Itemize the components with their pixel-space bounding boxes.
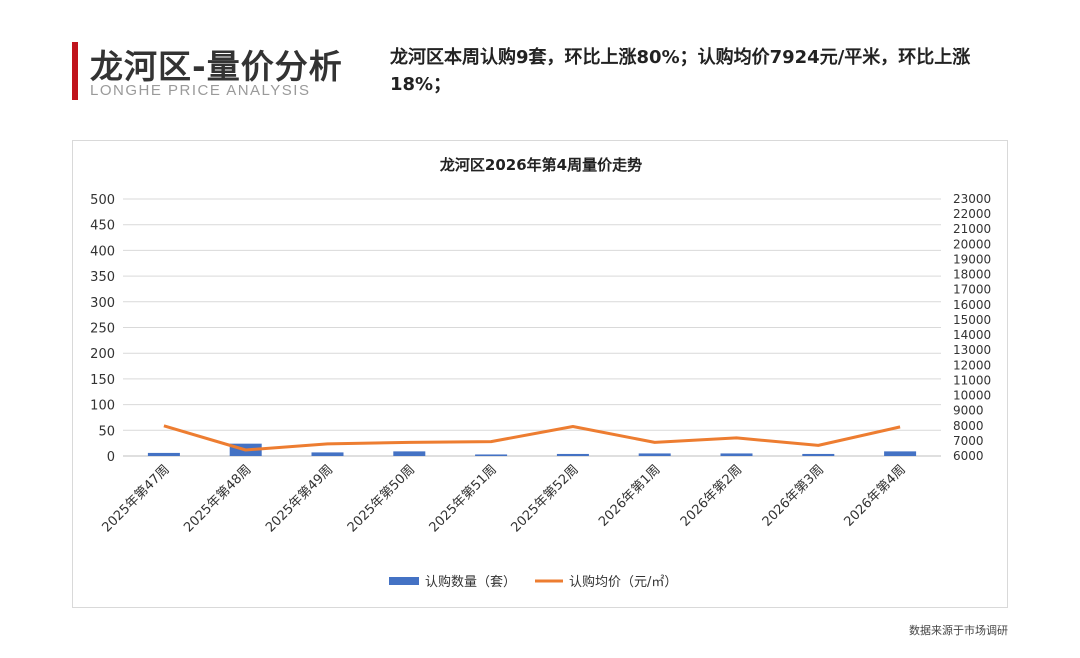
x-tick-label: 2026年第1周 [596,462,663,529]
right-tick-label: 8000 [953,419,984,433]
data-source-note: 数据来源于市场调研 [909,624,1008,637]
x-tick-label: 2025年第51周 [427,462,500,535]
right-tick-label: 19000 [953,252,991,266]
right-tick-label: 18000 [953,268,991,282]
price-line [163,424,901,452]
right-tick-label: 6000 [953,449,984,463]
bar [393,451,426,456]
right-tick-label: 13000 [953,343,991,357]
x-tick-label: 2025年第52周 [508,462,581,535]
right-tick-label: 14000 [953,328,991,342]
bar [475,454,508,456]
legend: 认购数量（套） 认购均价（元/㎡） [389,574,677,590]
x-tick-label: 2026年第3周 [760,462,827,529]
left-tick-label: 400 [90,244,115,259]
summary-text: 龙河区本周认购9套，环比上涨80%；认购均价7924元/平米，环比上涨18%； [390,47,971,95]
x-tick-label: 2025年第49周 [263,462,336,535]
right-tick-label: 10000 [953,389,991,403]
chart-container: 龙河区2026年第4周量价走势 0 50 100 150 200 250 300 350 400… [72,140,1008,608]
left-tick-label: 100 [90,399,115,414]
page-title: 龙河区-量价分析 [90,47,343,86]
left-axis: 0 50 100 150 200 250 300 350 400 450 500 [90,193,115,465]
x-tick-label: 2026年第2周 [678,462,745,529]
left-tick-label: 50 [98,424,115,439]
left-tick-label: 300 [90,296,115,311]
legend-line-label: 认购均价（元/㎡） [569,574,677,590]
x-tick-label: 2025年第47周 [99,462,172,535]
right-tick-label: 20000 [953,237,991,251]
right-tick-label: 11000 [953,373,991,387]
right-tick-label: 12000 [953,358,991,372]
bar [147,452,180,456]
bar [638,453,671,456]
right-tick-label: 16000 [953,298,991,312]
bar [556,453,589,456]
x-axis: 2025年第47周 2025年第48周 2025年第49周 2025年第50周 2025… [99,462,908,535]
bar [802,453,835,456]
right-tick-label: 17000 [953,283,991,297]
bar [720,453,753,456]
right-tick-label: 9000 [953,404,984,418]
chart-title: 龙河区2026年第4周量价走势 [439,156,642,174]
page-subtitle: LONGHE PRICE ANALYSIS [90,82,311,99]
x-tick-label: 2025年第50周 [345,462,418,535]
left-tick-label: 250 [90,322,115,337]
right-tick-label: 23000 [953,192,991,206]
legend-bar-swatch [389,577,419,585]
left-tick-label: 350 [90,270,115,285]
chart-svg: 龙河区2026年第4周量价走势 0 50 100 150 200 250 300 350 400… [90,156,991,590]
left-tick-label: 0 [107,450,115,465]
legend-bar-label: 认购数量（套） [425,574,516,590]
title-accent-bar [72,42,78,100]
right-tick-label: 7000 [953,434,984,448]
left-tick-label: 450 [90,219,115,234]
left-tick-label: 500 [90,193,115,208]
right-tick-label: 22000 [953,207,991,221]
left-tick-label: 200 [90,347,115,362]
grid-lines [123,198,941,457]
x-tick-label: 2026年第4周 [841,462,908,529]
right-tick-label: 21000 [953,222,991,236]
bar [884,451,917,456]
right-tick-label: 15000 [953,313,991,327]
x-tick-label: 2025年第48周 [181,462,254,535]
line-series [163,424,901,452]
left-tick-label: 150 [90,373,115,388]
bar [311,452,344,456]
